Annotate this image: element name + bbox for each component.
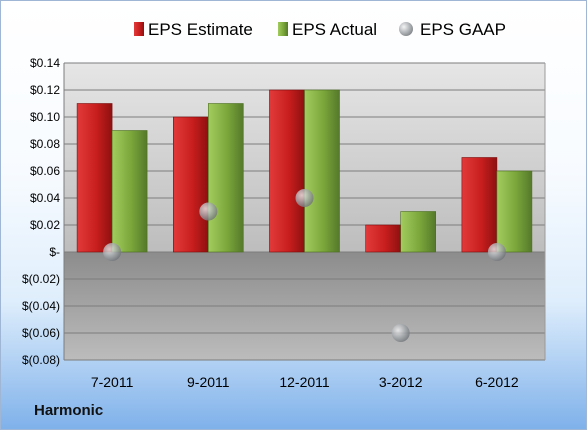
gaap-marker xyxy=(391,324,410,342)
gaap-marker xyxy=(199,202,218,221)
legend-item-estimate: EPS Estimate xyxy=(134,20,253,39)
company-name: Harmonic xyxy=(34,402,104,419)
x-axis-labels: 7-2011 9-2011 12-2011 3-2012 6-2012 xyxy=(91,374,519,390)
bar-estimate xyxy=(173,116,209,253)
legend-swatch-actual xyxy=(278,22,288,36)
bar-actual xyxy=(496,170,533,253)
x-category-label: 6-2012 xyxy=(475,374,519,390)
legend-label-gaap: EPS GAAP xyxy=(420,20,506,39)
y-tick-label: $(0.08) xyxy=(22,353,60,367)
gaap-marker xyxy=(103,243,122,261)
x-category-label: 7-2011 xyxy=(91,374,134,390)
bar-estimate xyxy=(461,157,498,253)
y-tick-label: $0.02 xyxy=(30,218,60,232)
bar-actual xyxy=(400,211,437,253)
y-tick-label: $0.04 xyxy=(30,191,60,205)
y-tick-label: $(0.04) xyxy=(22,299,60,313)
x-category-label: 9-2011 xyxy=(187,374,230,390)
bar-actual xyxy=(208,103,244,253)
bar-actual xyxy=(304,89,340,253)
y-tick-label: $- xyxy=(49,245,60,259)
bar-estimate xyxy=(269,89,305,253)
legend-swatch-estimate xyxy=(134,22,144,36)
bar-actual xyxy=(111,130,148,253)
y-tick-label: $0.14 xyxy=(30,56,60,70)
legend-marker-gaap xyxy=(399,22,413,36)
y-tick-label: $0.12 xyxy=(30,83,60,97)
bar-estimate xyxy=(76,103,113,253)
legend-item-actual: EPS Actual xyxy=(278,20,377,39)
y-tick-label: $0.08 xyxy=(30,137,60,151)
legend-item-gaap: EPS GAAP xyxy=(399,20,506,39)
y-tick-label: $0.06 xyxy=(30,164,60,178)
x-category-label: 3-2012 xyxy=(379,374,423,390)
bars-group xyxy=(76,89,533,253)
gaap-markers xyxy=(103,189,506,342)
gaap-marker xyxy=(295,189,314,207)
legend: EPS Estimate EPS Actual EPS GAAP xyxy=(134,20,506,39)
legend-label-actual: EPS Actual xyxy=(292,20,377,39)
y-tick-label: $0.10 xyxy=(30,110,60,124)
x-category-label: 12-2011 xyxy=(279,374,330,390)
y-tick-label: $(0.06) xyxy=(22,326,60,340)
y-tick-label: $(0.02) xyxy=(22,272,60,286)
gaap-marker xyxy=(487,243,506,261)
bar-estimate xyxy=(365,224,402,253)
y-axis-ticks: $0.14 $0.12 $0.10 $0.08 $0.06 $0.04 $0.02 $- $(0… xyxy=(22,56,60,367)
legend-label-estimate: EPS Estimate xyxy=(148,20,253,39)
